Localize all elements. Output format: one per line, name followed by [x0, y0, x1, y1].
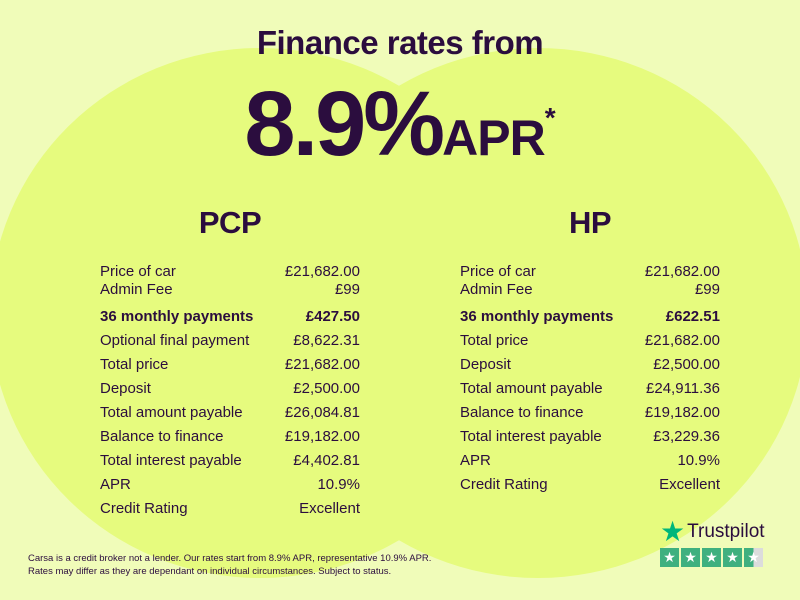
row-value: £4,402.81: [293, 452, 360, 469]
row-label: Credit Rating: [100, 500, 188, 517]
rate-display: 8.9%APR*: [0, 72, 800, 177]
asterisk: *: [544, 102, 556, 133]
row-label: Total price: [100, 356, 169, 373]
row-label: Credit Rating: [460, 476, 548, 493]
row-value: £3,229.36: [653, 428, 720, 445]
row-value: £99: [694, 281, 720, 298]
row-label: Admin Fee: [100, 281, 173, 298]
disclaimer-line-1: Carsa is a credit broker not a lender. O…: [28, 553, 432, 564]
row-value: £427.50: [305, 308, 360, 325]
disclaimer: Carsa is a credit broker not a lender. O…: [28, 552, 431, 578]
row-value: £21,682.00: [644, 332, 720, 349]
row-value: £99: [334, 281, 360, 298]
pcp-row: Balance to finance £19,182.00: [100, 425, 360, 449]
row-label: APR: [460, 452, 491, 469]
pcp-plan: PCP Price of car £21,682.00 Admin Fee £99 36…: [100, 205, 360, 521]
hp-row: Deposit £2,500.00: [460, 353, 720, 377]
apr-label: APR: [442, 110, 546, 166]
row-label: Total price: [460, 332, 529, 349]
pcp-row: Price of car £21,682.00: [100, 263, 360, 281]
row-value: £622.51: [665, 308, 720, 325]
hp-row: Admin Fee £99: [460, 281, 720, 299]
rating-star-icon: ★: [723, 548, 742, 567]
row-value: £21,682.00: [644, 263, 720, 280]
row-label: Total amount payable: [100, 404, 243, 421]
rating-star-icon: ★: [702, 548, 721, 567]
hp-row: Total price £21,682.00: [460, 329, 720, 353]
hp-heading: HP: [568, 205, 612, 240]
row-value: Excellent: [299, 500, 360, 517]
pcp-row: Total amount payable £26,084.81: [100, 401, 360, 425]
hp-row: Total amount payable £24,911.36: [460, 377, 720, 401]
row-value: £26,084.81: [284, 404, 360, 421]
pcp-row: 36 monthly payments £427.50: [100, 305, 360, 329]
row-value: 10.9%: [677, 452, 720, 469]
row-label: Price of car: [460, 263, 536, 280]
row-label: APR: [100, 476, 131, 493]
pcp-row: Total interest payable £4,402.81: [100, 449, 360, 473]
row-label: Admin Fee: [460, 281, 533, 298]
hp-row: Total interest payable £3,229.36: [460, 425, 720, 449]
pcp-row: Optional final payment £8,622.31: [100, 329, 360, 353]
hp-row: Balance to finance £19,182.00: [460, 401, 720, 425]
pcp-row: Deposit £2,500.00: [100, 377, 360, 401]
row-label: Total interest payable: [100, 452, 242, 469]
row-label: Deposit: [460, 356, 511, 373]
row-label: Balance to finance: [460, 404, 584, 421]
pcp-heading: PCP: [198, 205, 262, 240]
trustpilot-rating: ★ ★ ★ ★ ★: [660, 548, 765, 567]
hp-plan: HP Price of car £21,682.00 Admin Fee £99 36 …: [460, 205, 720, 497]
hp-row: 36 monthly payments £622.51: [460, 305, 720, 329]
row-label: 36 monthly payments: [460, 308, 614, 325]
row-value: £21,682.00: [284, 263, 360, 280]
row-value: £19,182.00: [284, 428, 360, 445]
pcp-row: Credit Rating Excellent: [100, 497, 360, 521]
pcp-row: Admin Fee £99: [100, 281, 360, 299]
trustpilot-star-icon: ★: [660, 516, 686, 547]
row-label: 36 monthly payments: [100, 308, 254, 325]
row-label: Price of car: [100, 263, 176, 280]
pcp-row: Total price £21,682.00: [100, 353, 360, 377]
pcp-row: APR 10.9%: [100, 473, 360, 497]
rate-value: 8.9%: [244, 73, 445, 175]
hp-row: APR 10.9%: [460, 449, 720, 473]
rating-star-icon: ★: [660, 548, 679, 567]
trustpilot-name: Trustpilot: [687, 521, 765, 542]
row-value: £2,500.00: [653, 356, 720, 373]
hp-row: Credit Rating Excellent: [460, 473, 720, 497]
row-value: £21,682.00: [284, 356, 360, 373]
hp-row: Price of car £21,682.00: [460, 263, 720, 281]
row-label: Balance to finance: [100, 428, 224, 445]
row-value: £19,182.00: [644, 404, 720, 421]
row-value: £8,622.31: [293, 332, 360, 349]
row-label: Optional final payment: [100, 332, 250, 349]
rating-star-icon: ★: [681, 548, 700, 567]
row-value: Excellent: [659, 476, 720, 493]
headline: Finance rates from: [256, 24, 544, 61]
row-value: £24,911.36: [646, 380, 720, 397]
trustpilot-badge[interactable]: ★ Trustpilot ★ ★ ★ ★ ★: [660, 516, 765, 567]
rating-star-icon: ★: [744, 548, 763, 567]
row-label: Deposit: [100, 380, 151, 397]
row-value: £2,500.00: [293, 380, 360, 397]
row-label: Total amount payable: [460, 380, 603, 397]
row-label: Total interest payable: [460, 428, 602, 445]
background-circle-right: [268, 48, 800, 578]
disclaimer-line-2: Rates may differ as they are dependant o…: [28, 566, 392, 577]
row-value: 10.9%: [317, 476, 360, 493]
